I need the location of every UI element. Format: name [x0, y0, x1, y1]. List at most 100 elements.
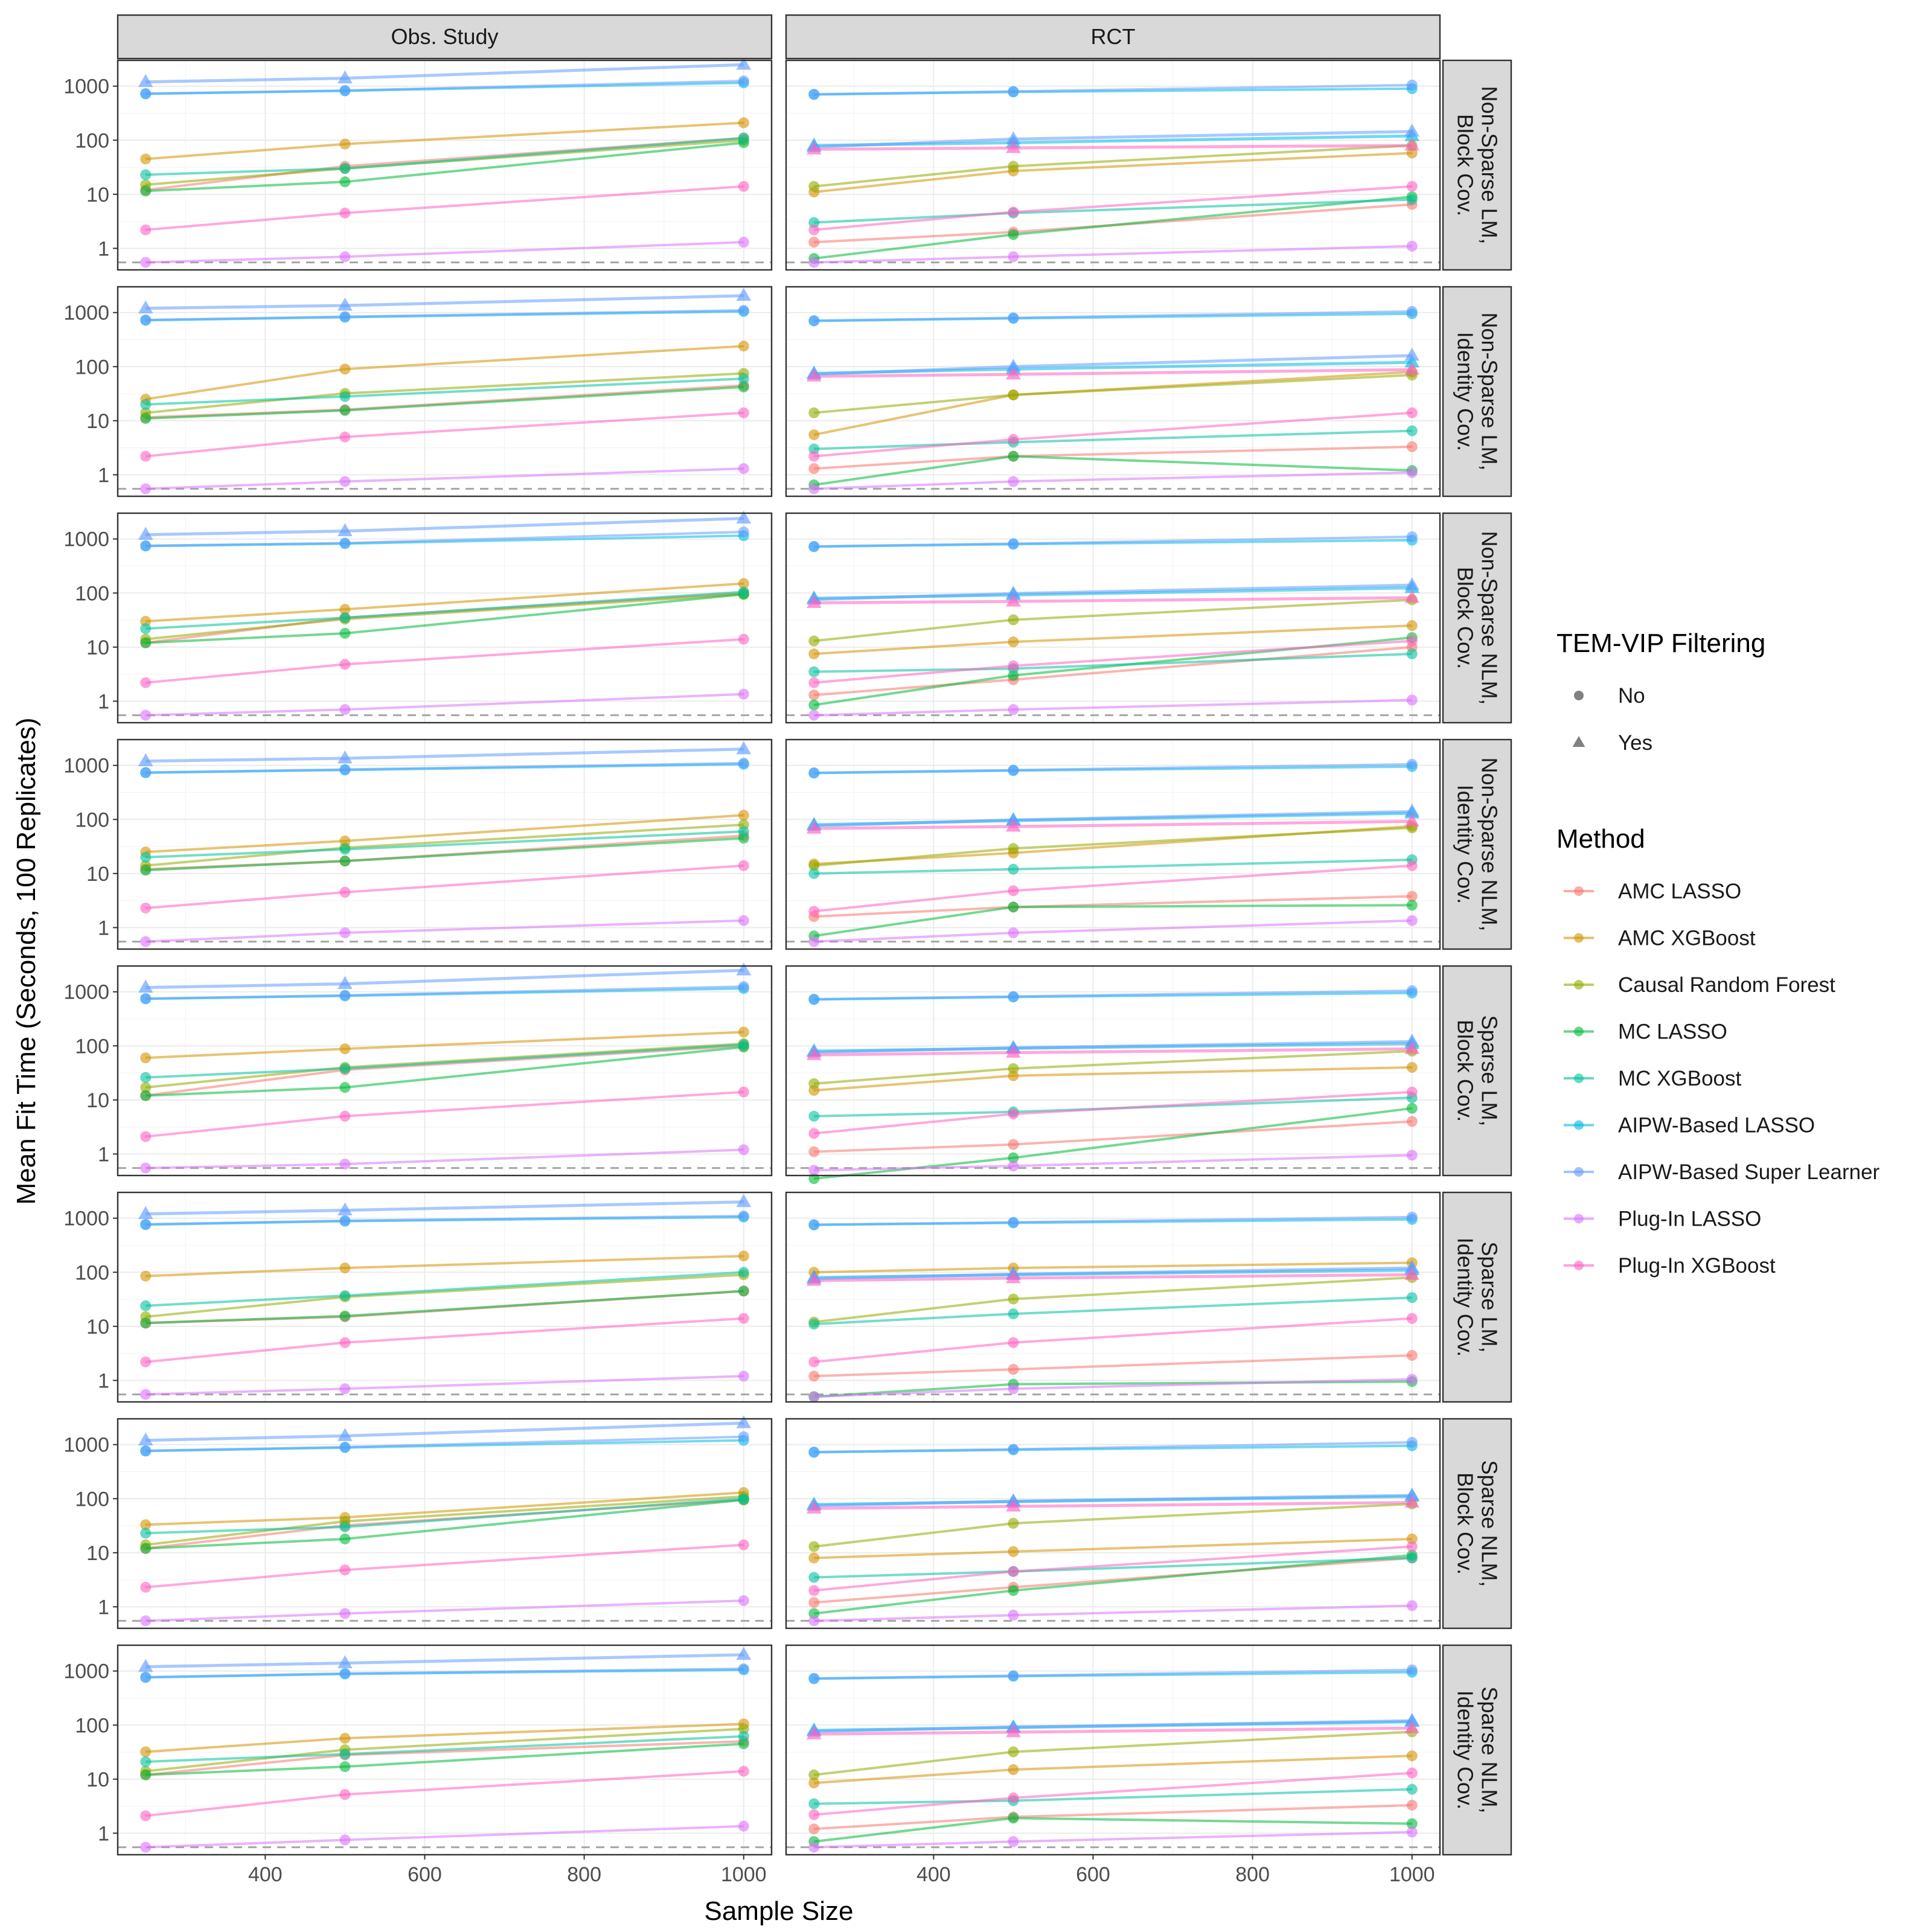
data-point	[339, 856, 351, 867]
panel-background	[786, 60, 1440, 270]
row-strip-label: Non-Sparse LM,Block Cov.	[1453, 86, 1502, 244]
data-point	[808, 709, 820, 721]
series-plug-in-xgboost	[140, 407, 749, 462]
series-mc-lasso	[140, 382, 749, 424]
data-point	[738, 1267, 749, 1278]
data-point	[140, 993, 152, 1004]
data-point	[1008, 433, 1019, 445]
data-point	[339, 1761, 351, 1773]
data-point	[1008, 1836, 1019, 1847]
series-plug-in-lasso	[808, 240, 1418, 268]
row-strip: Non-Sparse NLM,Block Cov.	[1442, 512, 1512, 724]
data-point	[738, 526, 749, 538]
data-point	[808, 407, 820, 418]
row-strip-line: Block Cov.	[1453, 567, 1478, 669]
data-point	[140, 1317, 152, 1329]
data-point	[808, 666, 820, 677]
data-point	[339, 1337, 351, 1348]
y-tick-label: 1	[98, 1143, 109, 1166]
series-plug-in-xgboost	[808, 1541, 1418, 1596]
row-strip-label: Non-Sparse LM,Identity Cov.	[1453, 312, 1502, 470]
data-point-triangle	[1404, 577, 1420, 590]
data-point	[738, 1663, 749, 1675]
data-point	[1008, 1444, 1019, 1455]
color-legend-label: AIPW-Based Super Learner	[1618, 1160, 1880, 1184]
y-tick-label: 100	[75, 1035, 109, 1058]
data-point	[808, 1128, 820, 1139]
data-point	[738, 407, 749, 418]
data-point	[1406, 1116, 1418, 1127]
data-point	[140, 1445, 152, 1456]
data-point	[1008, 1585, 1019, 1596]
facet-panel	[785, 1418, 1441, 1630]
row-strip-line: Non-Sparse LM,	[1477, 312, 1502, 470]
series-plug-in-xgboost	[808, 860, 1418, 917]
data-point	[808, 540, 820, 552]
data-point	[1406, 1313, 1418, 1324]
data-point	[738, 305, 749, 316]
data-point	[808, 1823, 820, 1835]
series-plug-in-lasso	[140, 1371, 749, 1400]
data-point	[738, 860, 749, 871]
series-aipw-based-super-learner	[140, 1663, 749, 1683]
data-point	[1008, 1337, 1019, 1348]
data-point	[1406, 694, 1418, 706]
row-strip-bg	[1442, 738, 1512, 950]
data-point-triangle	[1006, 359, 1021, 372]
data-point	[738, 132, 749, 144]
column-strip-bg	[785, 14, 1441, 60]
data-point	[339, 1668, 351, 1679]
data-point	[339, 1441, 351, 1453]
legend-point-key	[1574, 886, 1584, 896]
data-point	[738, 75, 749, 87]
data-point-triangle	[337, 976, 353, 990]
panel-background	[118, 966, 772, 1176]
data-point	[339, 1521, 351, 1533]
color-legend-label: Plug-In LASSO	[1618, 1208, 1761, 1231]
data-point	[1406, 1600, 1418, 1611]
series-plug-in-lasso	[140, 463, 749, 494]
column-strip: RCT	[785, 14, 1441, 60]
facet-panel	[117, 1644, 773, 1856]
axes-layer: 1 10 100 1000 1 10 100 1000 1 10 100 1000 1 10 100 1000…	[63, 75, 1435, 1886]
y-tick-label: 100	[75, 1488, 109, 1511]
data-point	[1008, 843, 1019, 854]
panel-border	[785, 512, 1441, 724]
series-amc-xgboost	[808, 620, 1418, 660]
facet-panel	[117, 286, 773, 497]
series-aipw-based-super-learner-filtered	[138, 1194, 752, 1220]
series-aipw-based-super-learner	[808, 758, 1418, 778]
x-tick-label: 1000	[1389, 1863, 1435, 1886]
data-point-triangle	[1404, 813, 1420, 827]
data-point	[140, 851, 152, 863]
data-point	[1008, 86, 1019, 97]
data-point	[140, 623, 152, 635]
data-point	[1008, 1764, 1019, 1776]
series-plug-in-xgboost-filtered	[806, 813, 1420, 834]
data-point	[140, 1527, 152, 1539]
data-point	[339, 207, 351, 219]
row-strip-label: Non-Sparse NLM,Block Cov.	[1453, 531, 1502, 705]
data-point	[808, 429, 820, 441]
data-point	[1406, 407, 1418, 418]
color-legend-label: AMC LASSO	[1618, 880, 1741, 903]
data-point	[140, 1356, 152, 1367]
y-tick-label: 1000	[63, 1660, 109, 1683]
data-point	[808, 1146, 820, 1157]
data-point	[1008, 1518, 1019, 1529]
data-point	[808, 635, 820, 647]
data-point	[808, 1356, 820, 1367]
series-mc-lasso	[808, 1102, 1418, 1185]
row-strip-label: Sparse LM,Block Cov.	[1453, 1015, 1502, 1126]
data-point	[140, 677, 152, 688]
y-tick-label: 100	[75, 582, 109, 605]
row-strip-line: Block Cov.	[1453, 114, 1478, 216]
data-point	[1008, 538, 1019, 549]
data-point	[140, 865, 152, 876]
facet-panel	[785, 1191, 1441, 1403]
data-point	[339, 138, 351, 150]
y-tick-label: 1	[98, 1369, 109, 1392]
data-point-triangle	[1404, 1034, 1420, 1047]
data-point	[140, 224, 152, 235]
